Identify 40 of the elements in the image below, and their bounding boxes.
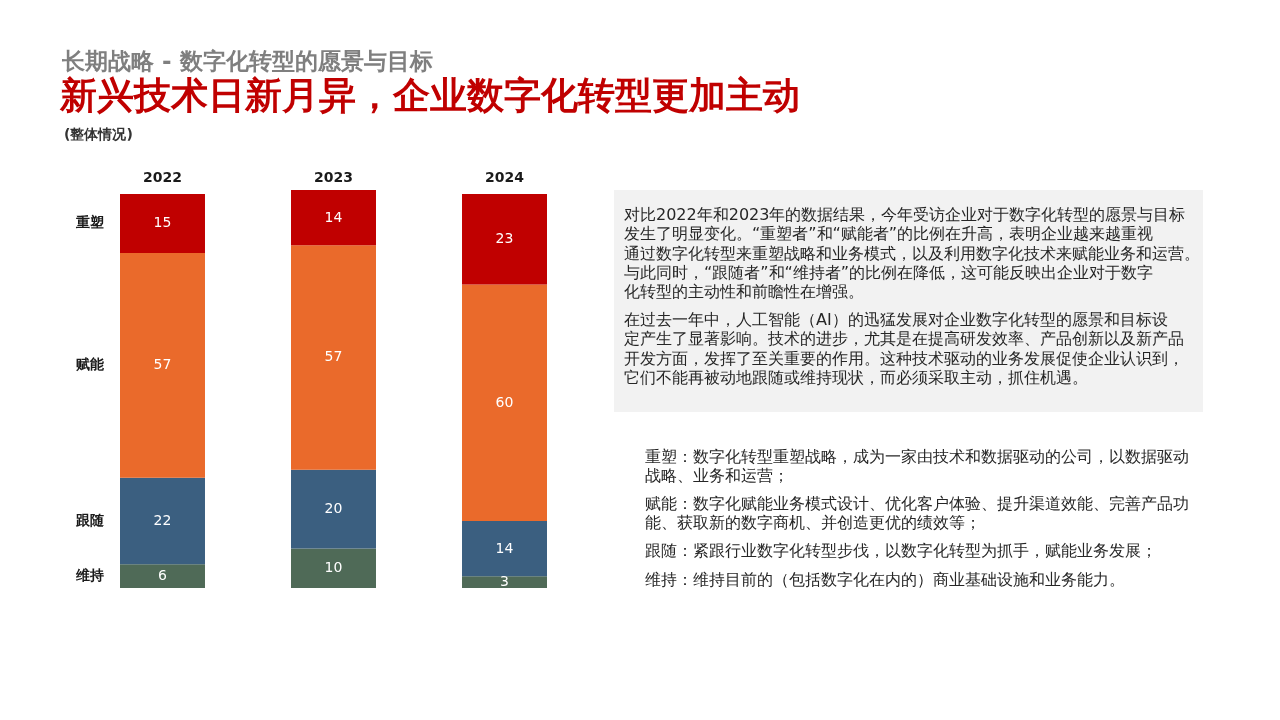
bar: [291, 190, 376, 246]
data-label: 60: [495, 393, 514, 410]
data-label: 10: [324, 559, 343, 576]
data-label: 20: [324, 500, 343, 517]
data-label: 57: [153, 356, 172, 373]
text: 维持：维持目前的（包括数字化在内的）商业基础设施和业务能力。: [645, 570, 1125, 589]
bar: [462, 521, 547, 577]
text: 跟随：紧跟行业数字化转型步伐，以数字化转型为抓手，赋能业务发展；: [645, 542, 1157, 560]
x-tick-label: 2023: [314, 168, 353, 185]
series-label: 跟随: [75, 512, 105, 529]
text: 对比2022年和2023年的数据结果，今年受访企业对于数字化转型的愿景与目标发生了明显变化。“重塑者”和“赋能者”的比例在升高，表明企业越来越重视通过数字化转型来重塑战略和业务模式，以及利用数字化技术来赋能业务和运营。与此同时，“跟随者”和“维持者”的比例在降低，这可能反映出企业对于数字化转型的主动性和前瞻性在增强。: [624, 205, 1200, 302]
data-label: 57: [324, 348, 343, 365]
data-label: 22: [153, 512, 172, 529]
data-label: 15: [153, 214, 172, 231]
text: 赋能：数字化赋能业务模式设计、优化客户体验、提升渠道效能、完善产品功能、获取新的数字商机、并创造更优的绩效等；: [645, 495, 1189, 532]
chart-subtitle: 长期战略 - 数字化转型的愿景与目标: [61, 48, 433, 74]
data-label: 3: [500, 573, 509, 590]
bar: [291, 469, 376, 549]
bar: [462, 193, 547, 285]
bar: [120, 564, 205, 588]
chart-title: 新兴技术日新月异，企业数字化转型更加主动: [59, 74, 800, 117]
data-label: 6: [158, 567, 168, 584]
bar: [291, 548, 376, 588]
series-label: 重塑: [75, 214, 104, 231]
text: 重塑：数字化转型重塑战略，成为一家由技术和数据驱动的公司，以数据驱动战略、业务和运营；: [645, 448, 1189, 485]
data-label: 14: [324, 208, 343, 225]
data-label: 23: [495, 230, 514, 247]
bar: [120, 253, 205, 478]
bar: [120, 193, 205, 254]
series-label: 赋能: [75, 356, 105, 373]
bar: [462, 576, 547, 588]
bar: [120, 477, 205, 565]
data-label: 14: [495, 539, 514, 556]
bar: [462, 284, 547, 522]
x-tick-label: 2024: [485, 168, 525, 185]
text: 在过去一年中，人工智能（AI）的迅猛发展对企业数字化转型的愿景和目标设定产生了显著影响。技术的进步，尤其是在提高研发效率、产品创新以及新产品开发方面，发挥了至关重要的作用。这种技术驱动的业务发展促使企业认识到，它们不能再被动地跟随或维持现状，而必须采取主动，抓住机遇。: [624, 310, 1184, 387]
series-label: 维持: [75, 567, 104, 584]
x-tick-label: 2022: [143, 168, 182, 185]
text: (整体情况): [64, 126, 133, 142]
bar: [291, 245, 376, 470]
